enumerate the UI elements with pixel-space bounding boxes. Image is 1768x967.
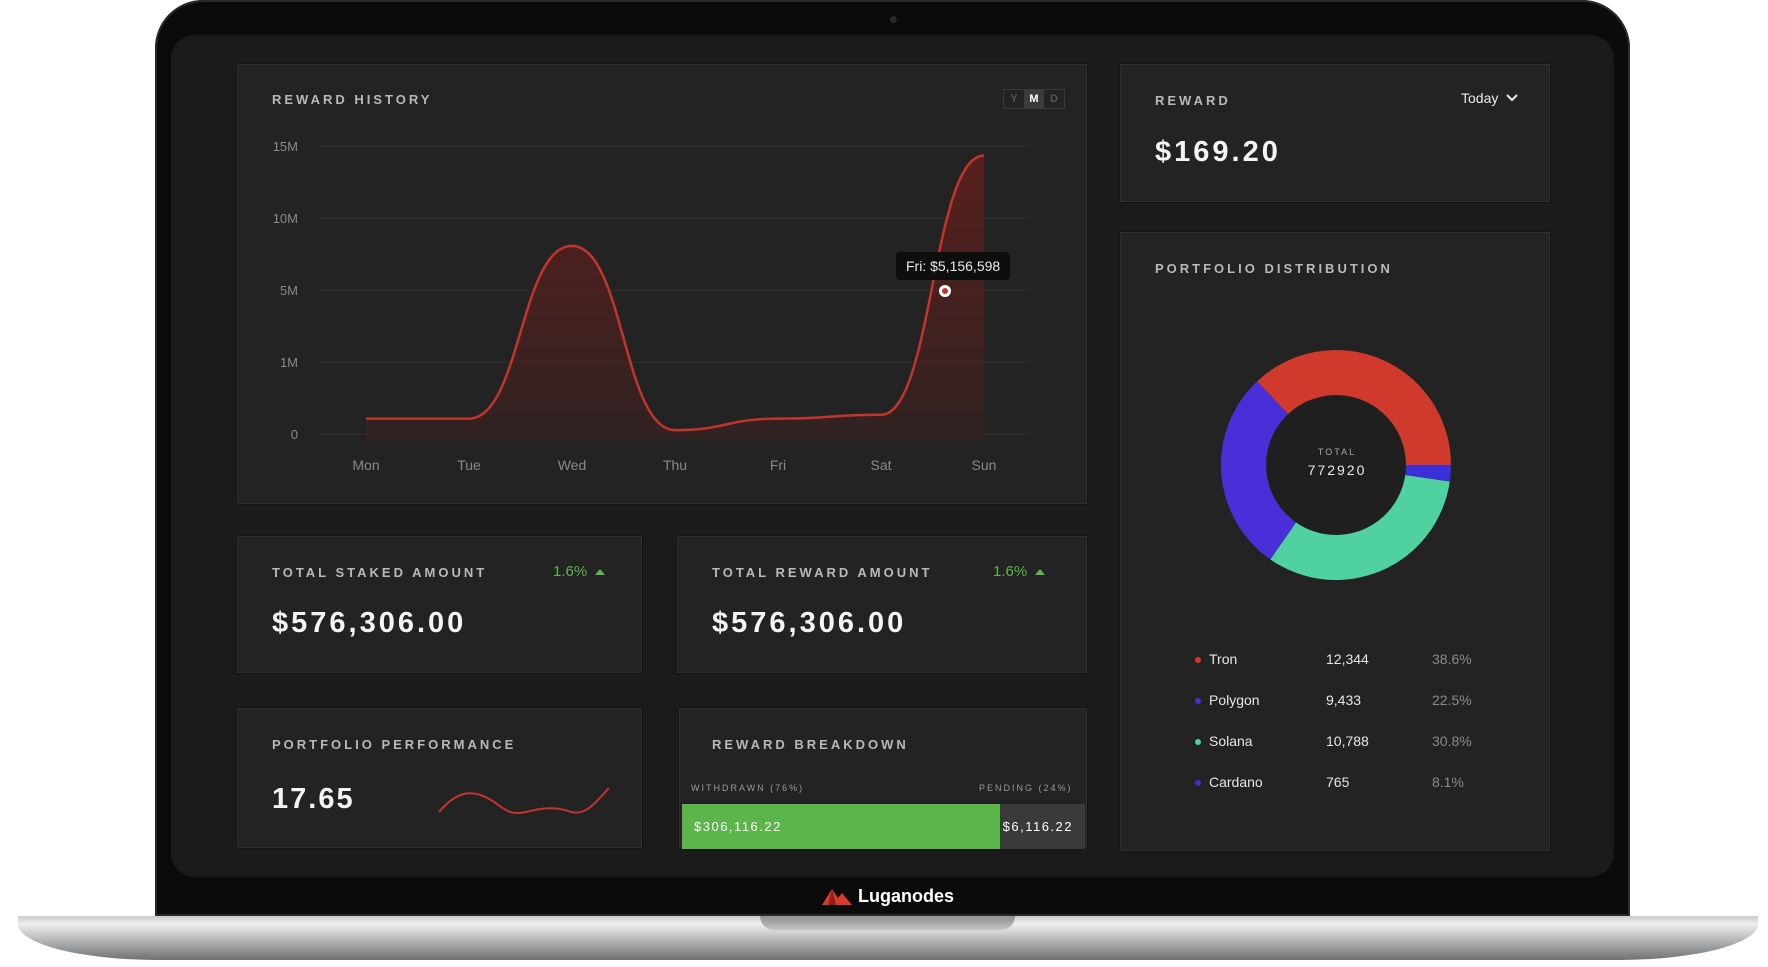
reward-card bbox=[1120, 64, 1550, 202]
withdrawn-value: $306,116.22 bbox=[694, 819, 782, 834]
distribution-title: PORTFOLIO DISTRIBUTION bbox=[1155, 261, 1393, 276]
total-reward-change: 1.6% bbox=[993, 563, 1046, 580]
legend-row-polygon: Polygon 9,433 22.5% bbox=[1195, 692, 1475, 712]
legend-dot bbox=[1195, 780, 1201, 786]
donut-slice-tron bbox=[1257, 350, 1451, 465]
legend-value: 12,344 bbox=[1326, 651, 1369, 667]
performance-value: 17.65 bbox=[272, 783, 355, 815]
legend-name: Solana bbox=[1209, 733, 1253, 749]
legend-row-cardano: Cardano 765 8.1% bbox=[1195, 774, 1475, 794]
brand-name: Luganodes bbox=[858, 885, 955, 906]
donut-slice-solana bbox=[1270, 475, 1450, 580]
reward-history-card bbox=[237, 64, 1087, 504]
donut-hole bbox=[1267, 396, 1405, 534]
breakdown-bar: $306,116.22 $6,116.22 bbox=[682, 804, 1085, 849]
chevron-down-icon bbox=[1506, 94, 1519, 102]
mountain-icon bbox=[822, 889, 852, 905]
period-select-label: Today bbox=[1461, 90, 1499, 106]
total-staked-card bbox=[237, 536, 642, 673]
legend-value: 10,788 bbox=[1326, 733, 1369, 749]
tab-day[interactable]: D bbox=[1050, 93, 1058, 105]
legend-name: Tron bbox=[1209, 651, 1238, 667]
legend-dot bbox=[1195, 698, 1201, 704]
performance-title: PORTFOLIO PERFORMANCE bbox=[272, 737, 517, 752]
breakdown-title: REWARD BREAKDOWN bbox=[712, 737, 909, 752]
donut-total-value: 772920 bbox=[1307, 462, 1367, 478]
chart-tooltip: Fri: $5,156,598 bbox=[896, 252, 1011, 280]
change-value: 1.6% bbox=[993, 563, 1028, 580]
tab-year[interactable]: Y bbox=[1010, 93, 1018, 105]
withdrawn-label: WITHDRAWN (76%) bbox=[691, 783, 805, 793]
arrow-up-icon bbox=[595, 568, 606, 575]
reward-history-title: REWARD HISTORY bbox=[272, 92, 433, 107]
range-tabs: Y M D bbox=[1003, 89, 1065, 109]
pending-value: $6,116.22 bbox=[1002, 819, 1073, 834]
tab-month[interactable]: M bbox=[1024, 90, 1044, 108]
legend-row-solana: Solana 10,788 30.8% bbox=[1195, 733, 1475, 753]
period-select[interactable]: Today bbox=[1461, 90, 1519, 106]
legend-percent: 22.5% bbox=[1432, 692, 1472, 708]
legend-percent: 38.6% bbox=[1432, 651, 1472, 667]
legend-value: 765 bbox=[1326, 774, 1350, 790]
performance-sparkline bbox=[438, 787, 610, 814]
total-reward-card bbox=[677, 536, 1087, 673]
legend-dot bbox=[1195, 739, 1201, 745]
donut-slice-cardano bbox=[1405, 465, 1451, 482]
reward-title: REWARD bbox=[1155, 93, 1231, 108]
donut-total-label: TOTAL bbox=[1317, 447, 1357, 457]
brand-logo: Luganodes bbox=[822, 884, 954, 908]
legend-name: Cardano bbox=[1209, 774, 1263, 790]
legend-value: 9,433 bbox=[1326, 692, 1362, 708]
legend-name: Polygon bbox=[1209, 692, 1260, 708]
withdrawn-fill bbox=[682, 804, 1001, 849]
change-value: 1.6% bbox=[553, 563, 588, 580]
laptop-notch bbox=[760, 916, 1015, 930]
total-reward-title: TOTAL REWARD AMOUNT bbox=[712, 565, 933, 580]
arrow-up-icon bbox=[1035, 568, 1046, 575]
legend-percent: 8.1% bbox=[1432, 774, 1464, 790]
reward-value: $169.20 bbox=[1155, 136, 1281, 168]
legend-percent: 30.8% bbox=[1432, 733, 1472, 749]
camera-icon bbox=[890, 16, 897, 23]
distribution-donut-chart bbox=[1221, 350, 1451, 580]
total-staked-change: 1.6% bbox=[553, 563, 606, 580]
legend-row-tron: Tron 12,344 38.6% bbox=[1195, 651, 1475, 671]
donut-slice-polygon bbox=[1221, 381, 1297, 560]
total-staked-title: TOTAL STAKED AMOUNT bbox=[272, 565, 488, 580]
legend-dot bbox=[1195, 657, 1201, 663]
portfolio-performance-card bbox=[237, 708, 642, 848]
pending-label: PENDING (24%) bbox=[979, 783, 1073, 793]
total-reward-value: $576,306.00 bbox=[712, 607, 907, 639]
total-staked-value: $576,306.00 bbox=[272, 607, 467, 639]
